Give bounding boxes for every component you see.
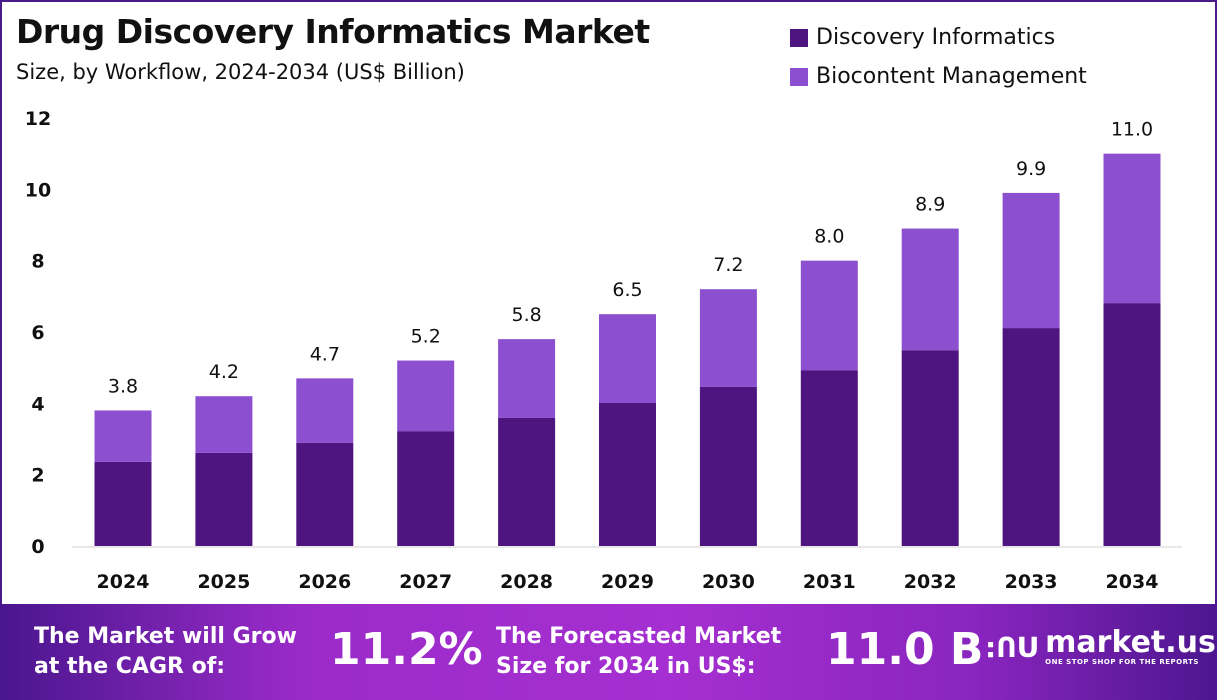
bar-discovery-informatics <box>498 417 556 546</box>
total-data-label: 8.9 <box>915 194 945 216</box>
bar-biocontent-management <box>397 360 455 432</box>
bar-discovery-informatics <box>901 350 959 546</box>
bar-biocontent-management <box>195 396 253 453</box>
total-data-label: 3.8 <box>108 375 138 397</box>
legend-item-biocontent-management: Biocontent Management <box>790 57 1087 96</box>
bar-discovery-informatics <box>800 370 858 546</box>
y-tick-label: 2 <box>31 465 44 487</box>
bar-biocontent-management <box>296 378 354 443</box>
x-tick-label: 2026 <box>298 571 351 593</box>
bar-discovery-informatics <box>195 452 253 546</box>
total-data-label: 7.2 <box>713 254 743 276</box>
logo-tagline: ONE STOP SHOP FOR THE REPORTS <box>1045 658 1199 666</box>
total-data-label: 9.9 <box>1016 158 1046 180</box>
bar-discovery-informatics <box>94 461 152 546</box>
forecast-label: The Forecasted Market Size for 2034 in U… <box>496 622 781 682</box>
x-tick-label: 2025 <box>197 571 250 593</box>
bar-biocontent-management <box>599 314 656 403</box>
forecast-value: 11.0 B <box>826 624 984 675</box>
y-tick-label: 8 <box>31 251 44 273</box>
market-us-logo: ꞉ՈՍ market.us ONE STOP SHOP FOR THE REPO… <box>985 625 1216 667</box>
x-tick-label: 2024 <box>97 571 150 593</box>
x-tick-label: 2031 <box>803 571 856 593</box>
bar-biocontent-management <box>1103 153 1161 304</box>
legend-label: Biocontent Management <box>816 64 1087 89</box>
total-data-label: 11.0 <box>1111 119 1153 141</box>
y-tick-label: 0 <box>31 536 44 558</box>
x-tick-label: 2034 <box>1106 571 1159 593</box>
y-tick-label: 12 <box>25 108 51 130</box>
x-tick-label: 2033 <box>1005 571 1058 593</box>
bar-biocontent-management <box>800 260 858 371</box>
cagr-value: 11.2% <box>330 624 483 675</box>
forecast-label-line1: The Forecasted Market <box>496 624 782 649</box>
y-tick-label: 4 <box>31 393 44 415</box>
bar-discovery-informatics <box>1103 303 1161 546</box>
x-tick-label: 2028 <box>500 571 553 593</box>
bar-discovery-informatics <box>397 431 455 546</box>
logo-icon: ꞉ՈՍ <box>985 630 1038 664</box>
total-data-label: 6.5 <box>612 279 642 301</box>
x-tick-label: 2032 <box>904 571 957 593</box>
bar-discovery-informatics <box>699 386 757 546</box>
bar-discovery-informatics <box>599 402 656 546</box>
legend-item-discovery-informatics: Discovery Informatics <box>790 18 1087 57</box>
x-tick-label: 2030 <box>702 571 755 593</box>
chart-title: Drug Discovery Informatics Market <box>16 12 650 51</box>
bar-biocontent-management <box>699 289 757 387</box>
legend-label: Discovery Informatics <box>816 25 1056 50</box>
y-tick-label: 10 <box>25 179 51 201</box>
total-data-label: 5.8 <box>511 304 541 326</box>
bar-discovery-informatics <box>296 442 354 546</box>
x-tick-label: 2029 <box>601 571 654 593</box>
bar-biocontent-management <box>1002 192 1060 329</box>
total-data-label: 4.2 <box>209 361 239 383</box>
summary-banner: The Market will Grow at the CAGR of: 11.… <box>0 604 1217 700</box>
y-tick-label: 6 <box>31 322 44 344</box>
cagr-label-line1: The Market will Grow <box>34 624 297 649</box>
legend-swatch <box>790 28 808 47</box>
bar-biocontent-management <box>94 410 152 462</box>
total-data-label: 8.0 <box>814 226 844 248</box>
chart-subtitle: Size, by Workflow, 2024-2034 (US$ Billio… <box>16 60 465 84</box>
forecast-label-line2: Size for 2034 in US$: <box>496 654 756 679</box>
total-data-label: 5.2 <box>411 326 441 348</box>
bar-biocontent-management <box>498 339 556 418</box>
bar-chart: 0 2 4 6 8 10 12 3.8 2024 4.2 2025 4.7 2026 5.2 2027 5.8… <box>25 108 1182 593</box>
cagr-label: The Market will Grow at the CAGR of: <box>34 622 297 682</box>
logo-name: market.us <box>1045 625 1216 660</box>
legend-swatch <box>790 67 808 86</box>
legend: Discovery Informatics Biocontent Managem… <box>790 18 1087 96</box>
cagr-label-line2: at the CAGR of: <box>34 654 226 679</box>
bar-discovery-informatics <box>1002 328 1060 546</box>
total-data-label: 4.7 <box>310 343 340 365</box>
bar-biocontent-management <box>901 228 959 351</box>
x-tick-label: 2027 <box>399 571 452 593</box>
